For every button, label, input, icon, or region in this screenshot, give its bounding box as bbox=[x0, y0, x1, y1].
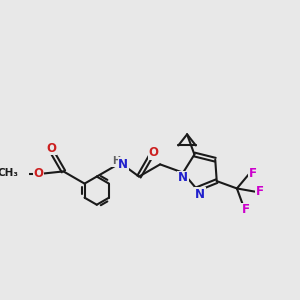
Text: N: N bbox=[118, 158, 128, 171]
Text: N: N bbox=[195, 188, 205, 200]
Text: F: F bbox=[256, 185, 263, 198]
Text: O: O bbox=[46, 142, 56, 154]
Text: F: F bbox=[249, 167, 257, 180]
Text: H: H bbox=[112, 156, 120, 166]
Text: N: N bbox=[178, 171, 188, 184]
Text: F: F bbox=[242, 203, 250, 216]
Text: CH₃: CH₃ bbox=[0, 168, 19, 178]
Text: O: O bbox=[148, 146, 158, 159]
Text: O: O bbox=[33, 167, 43, 180]
